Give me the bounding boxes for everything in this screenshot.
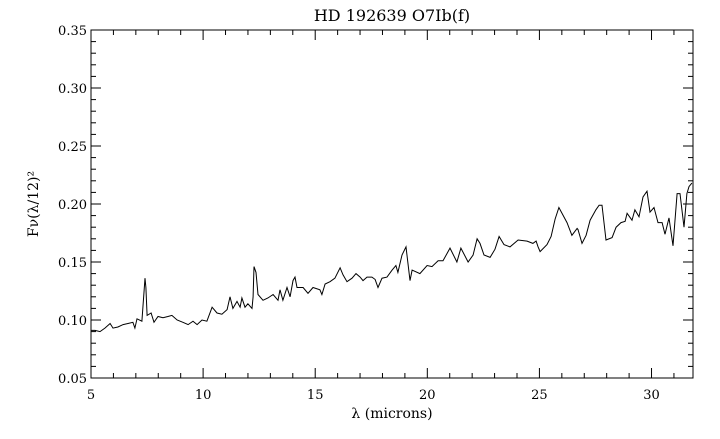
y-tick-label: 0.15 (58, 256, 87, 271)
x-tick-label: 5 (87, 388, 95, 403)
y-tick-label: 0.25 (58, 140, 87, 155)
chart-title: HD 192639 O7Ib(f) (314, 6, 470, 25)
plot-frame (90, 29, 694, 379)
y-tick-label: 0.05 (58, 372, 87, 387)
x-axis-label: λ (microns) (351, 406, 432, 422)
x-tick-label: 25 (531, 388, 548, 403)
y-tick-label: 0.30 (58, 82, 87, 97)
spectrum-line (91, 182, 693, 333)
y-axis-label: Fν(λ/12)² (26, 171, 42, 237)
x-tick-label: 15 (307, 388, 324, 403)
x-tick-label: 10 (195, 388, 212, 403)
x-tick-label: 20 (419, 388, 436, 403)
y-tick-label: 0.10 (58, 314, 87, 329)
y-tick-label: 0.35 (58, 24, 87, 39)
x-tick-label: 30 (643, 388, 660, 403)
y-tick-label: 0.20 (58, 198, 87, 213)
